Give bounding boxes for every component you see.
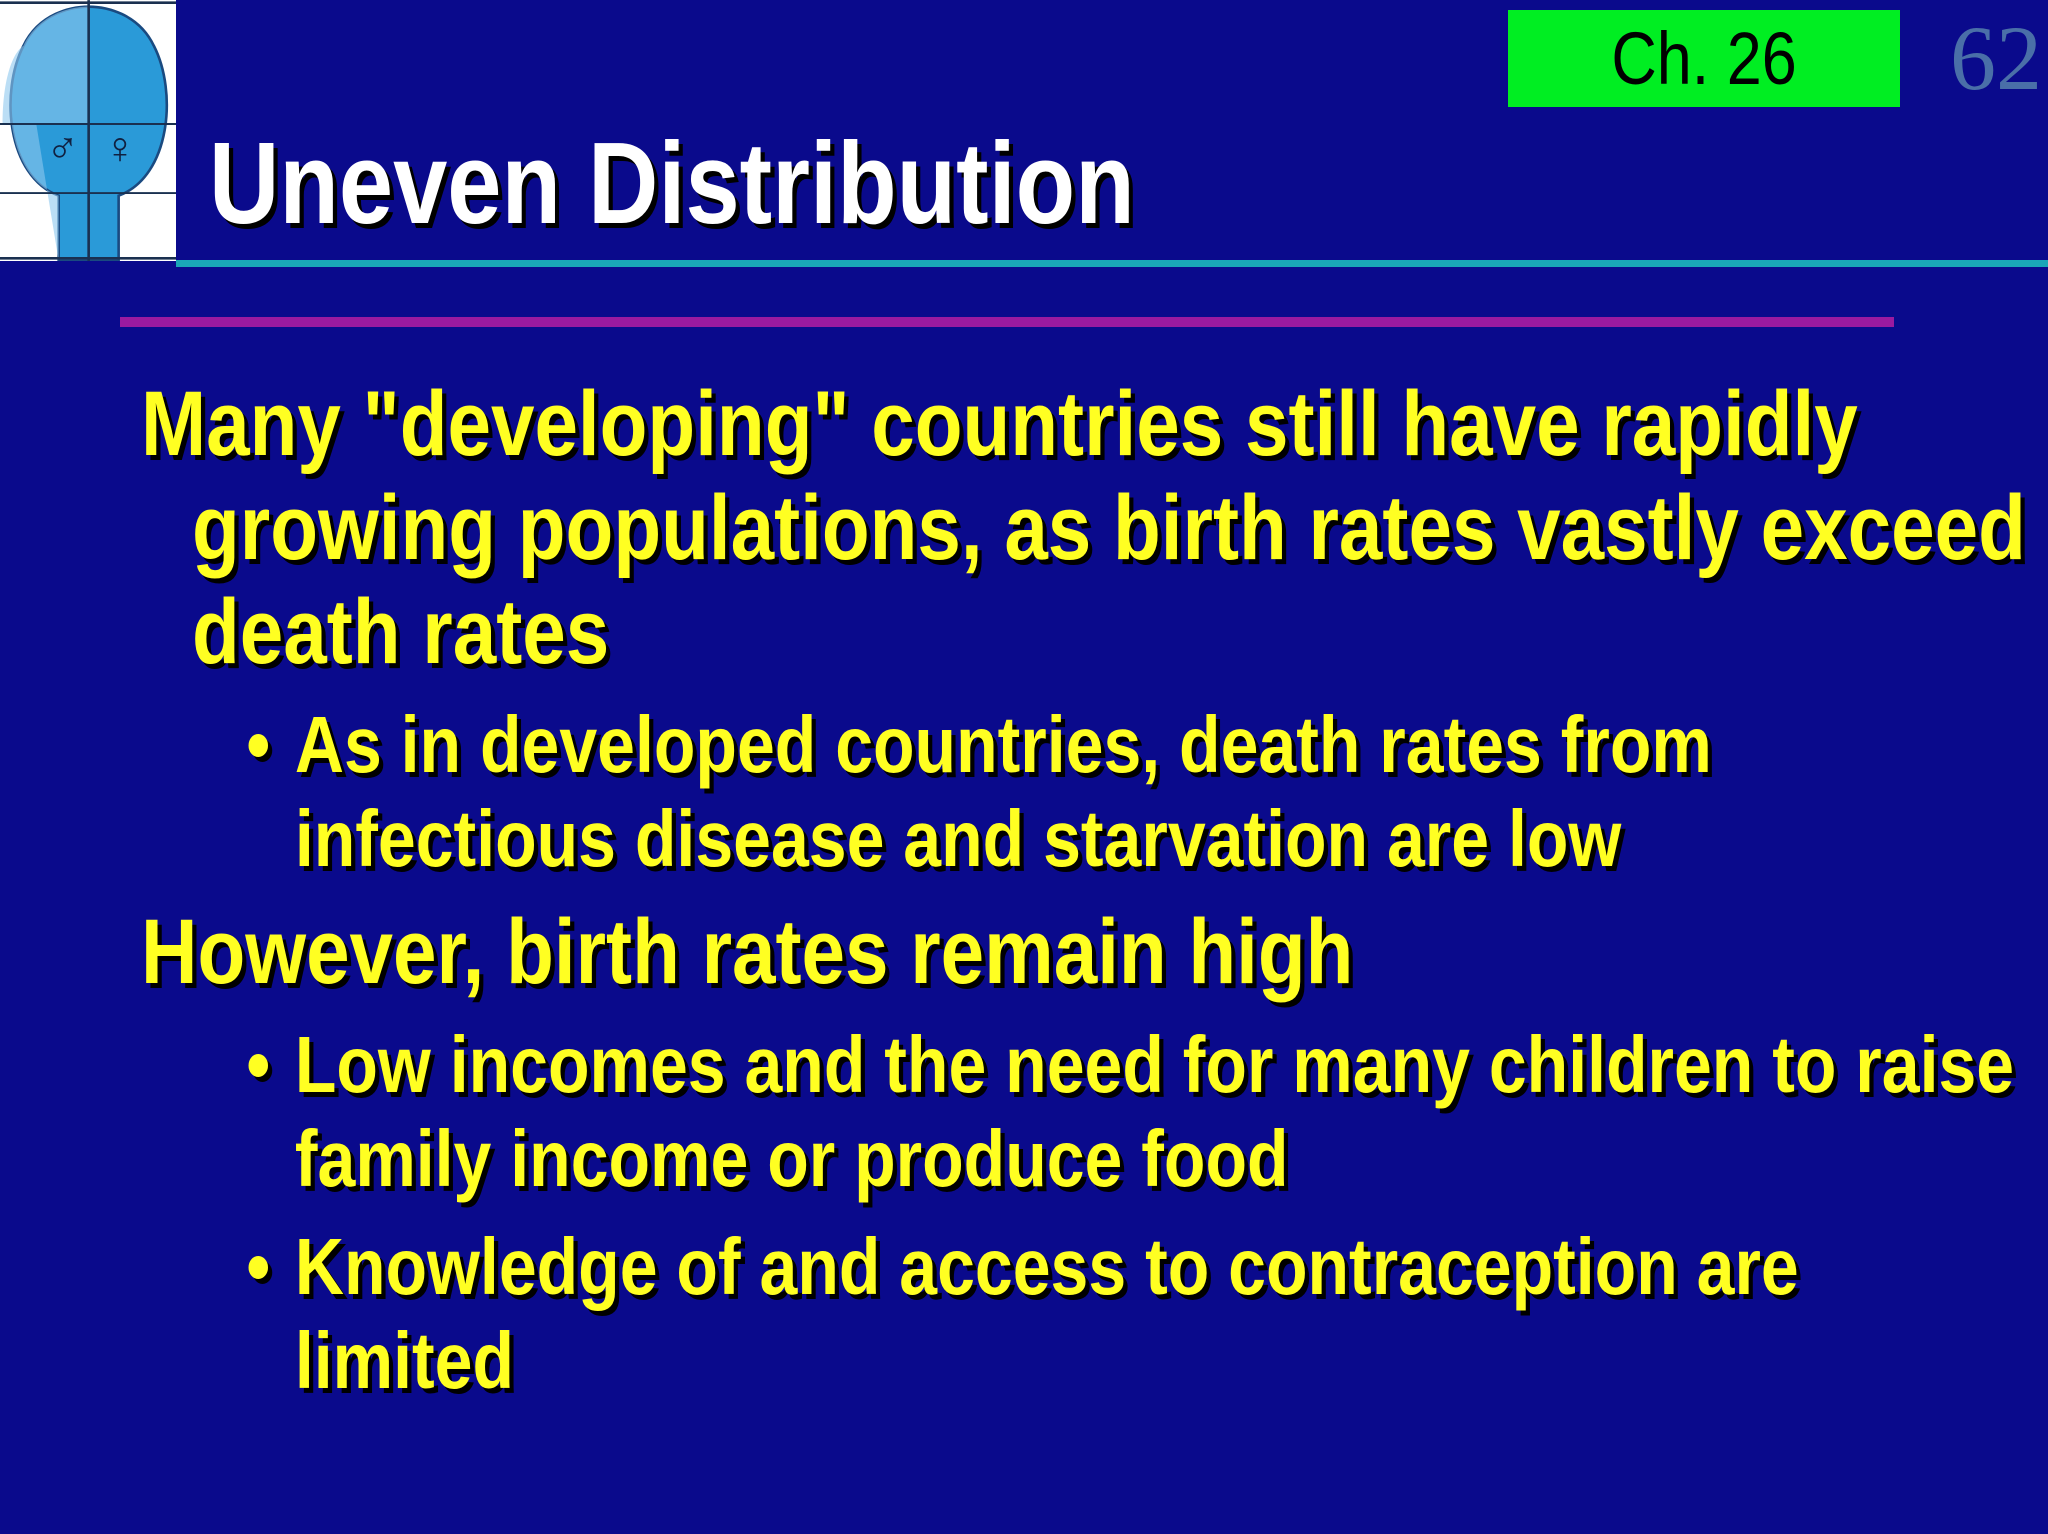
sub-bullet-text: Knowledge of and access to contraception…	[294, 1222, 1799, 1405]
chapter-badge: Ch. 26	[1508, 10, 1900, 107]
slide-title: Uneven Distribution	[209, 118, 1135, 248]
bullet-item: Many "developing" countries still have r…	[141, 373, 2026, 683]
chapter-label: Ch. 26	[1611, 17, 1797, 100]
female-symbol: ♀	[103, 124, 136, 173]
logo: ♂ ♀	[0, 0, 176, 261]
sub-bullet-item: • Knowledge of and access to contraceptio…	[246, 1220, 2028, 1408]
sub-bullet-text: As in developed countries, death rates f…	[294, 700, 1712, 883]
sub-bullet-item: • As in developed countries, death rates …	[246, 698, 2028, 886]
bullet-dot: •	[246, 1222, 271, 1311]
divider	[176, 260, 2048, 267]
bullet-list: Many "developing" countries still have r…	[141, 372, 2028, 1422]
bullet-dot: •	[246, 1020, 271, 1109]
bullet-item: However, birth rates remain high	[141, 901, 1354, 1003]
page-number: 62	[1950, 7, 2042, 109]
divider	[120, 317, 1894, 327]
sub-bullet-text: Low incomes and the need for many childr…	[294, 1020, 2015, 1203]
male-symbol: ♂	[46, 124, 79, 173]
sub-bullet-item: • Low incomes and the need for many child…	[246, 1018, 2028, 1206]
bullet-dot: •	[246, 700, 271, 789]
